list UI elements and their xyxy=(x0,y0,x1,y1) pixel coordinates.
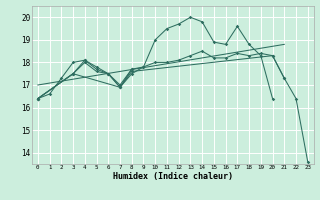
X-axis label: Humidex (Indice chaleur): Humidex (Indice chaleur) xyxy=(113,172,233,181)
